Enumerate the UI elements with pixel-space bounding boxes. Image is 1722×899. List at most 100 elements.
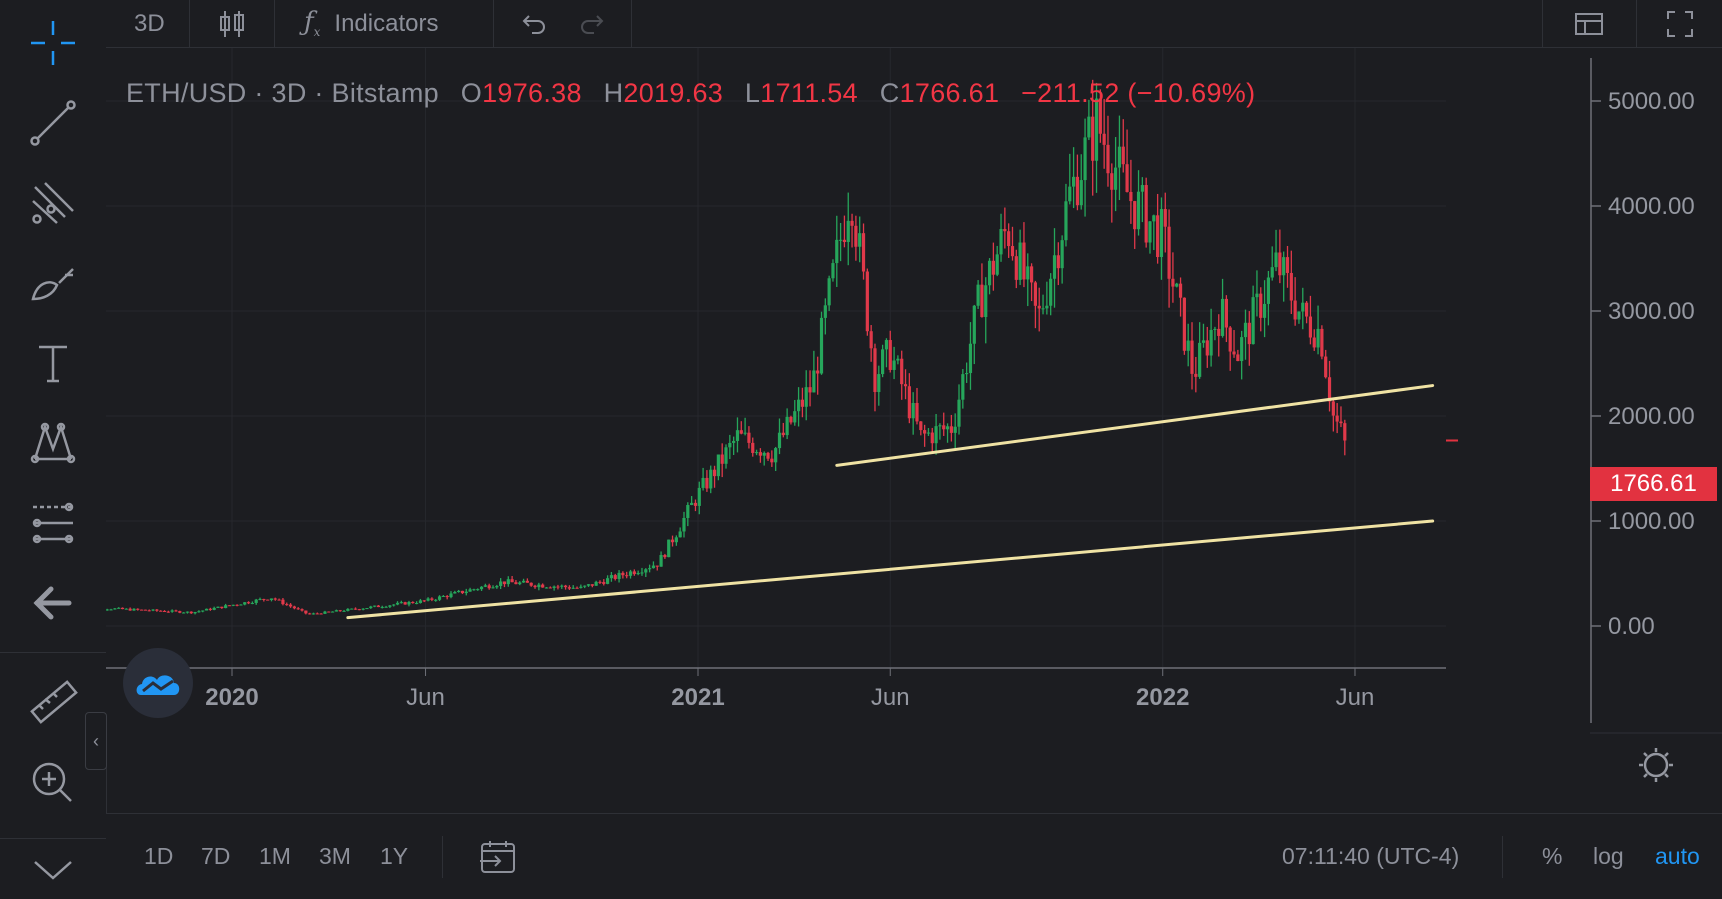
candle-body — [430, 598, 434, 600]
range-1m-button[interactable]: 1M — [259, 814, 291, 899]
candle-body — [147, 610, 151, 612]
auto-scale-button[interactable]: auto — [1655, 814, 1700, 899]
range-label: 1D — [144, 843, 174, 869]
percent-scale-button[interactable]: % — [1542, 814, 1562, 899]
candle-body — [1175, 283, 1179, 287]
more-tools-button[interactable] — [0, 838, 106, 898]
range-3m-button[interactable]: 3M — [319, 814, 351, 899]
settings-icon[interactable] — [1639, 748, 1673, 782]
calendar-goto-icon — [480, 840, 515, 873]
price-axis-label: 5000.00 — [1608, 88, 1695, 115]
candle-body — [201, 610, 205, 612]
ruler-tool[interactable] — [0, 668, 106, 738]
candle-body — [728, 442, 732, 448]
candle-body — [197, 611, 201, 613]
candle-body — [136, 608, 140, 610]
candle-body — [800, 399, 805, 407]
candle-body — [1243, 322, 1248, 338]
zoom-tool[interactable] — [0, 748, 106, 818]
range-1d-button[interactable]: 1D — [144, 814, 173, 899]
price-chart[interactable]: 2020 Jun 2021 Jun 2022 Jun — [106, 48, 1590, 732]
candle-body — [884, 340, 889, 350]
candle-body — [789, 416, 793, 423]
candle-body — [346, 608, 350, 611]
layout-icon — [1575, 12, 1603, 35]
candle-body — [1186, 340, 1190, 351]
candle-body — [1136, 191, 1141, 230]
crosshair-tool[interactable] — [0, 8, 106, 78]
candle-body — [250, 602, 254, 604]
candle-body — [571, 587, 575, 589]
chart-style-button[interactable] — [218, 0, 246, 47]
fullscreen-button[interactable] — [1666, 0, 1694, 47]
candle-body — [445, 595, 449, 598]
candle-body — [724, 447, 728, 464]
candle-body — [1114, 167, 1118, 190]
candle-body — [831, 263, 835, 279]
symbol-label: ETH/USD · 3D · Bitstamp — [126, 78, 439, 108]
price-axis[interactable]: 5000.00 4000.00 3000.00 2000.00 1000.00 0.00 — [1590, 48, 1722, 813]
candle-body — [980, 284, 984, 318]
candle-body — [1320, 328, 1324, 357]
log-scale-button[interactable]: log — [1593, 814, 1624, 899]
candle-body — [361, 608, 365, 610]
candle-body — [1075, 176, 1080, 206]
toolbar-divider — [631, 0, 632, 47]
candle-body — [842, 239, 847, 243]
candle-body — [1324, 356, 1328, 378]
candle-body — [1022, 242, 1026, 280]
candle-body — [514, 582, 518, 585]
candle-body — [567, 587, 572, 589]
candle-body — [1270, 267, 1274, 278]
trend-line-tool[interactable] — [0, 88, 106, 158]
candle-body — [441, 595, 445, 597]
candle-body — [277, 599, 281, 601]
ohlc-legend: ETH/USD · 3D · Bitstamp O1976.38 H2019.6… — [126, 78, 1255, 109]
text-tool[interactable] — [0, 328, 106, 398]
candle-body — [1106, 144, 1110, 174]
sidebar-divider — [0, 652, 106, 653]
chevron-left-icon: ‹ — [93, 730, 99, 751]
candle-body — [942, 425, 946, 430]
candle-body — [185, 611, 190, 613]
candle-body — [896, 358, 900, 361]
tradingview-logo[interactable] — [123, 648, 193, 718]
redo-button[interactable] — [578, 0, 608, 47]
indicators-button[interactable]: ƒx Indicators — [304, 0, 438, 47]
candle-body — [781, 432, 785, 436]
candle-body — [785, 416, 789, 436]
brush-tool[interactable] — [0, 248, 106, 318]
range-7d-button[interactable]: 7D — [201, 814, 230, 899]
candle-body — [1087, 116, 1091, 138]
trendlines[interactable] — [346, 384, 1458, 620]
candle-body — [930, 432, 934, 444]
candle-body — [334, 610, 339, 612]
candle-body — [1178, 283, 1183, 298]
candle-body — [1133, 201, 1137, 230]
candle-body — [613, 575, 617, 579]
go-to-date-button[interactable] — [478, 814, 518, 899]
interval-button[interactable]: 3D — [134, 0, 165, 47]
candle-body — [697, 487, 701, 506]
candle-body — [1274, 252, 1278, 268]
candle-body — [770, 458, 774, 463]
pitchfork-tool[interactable] — [0, 168, 106, 238]
candle-body — [483, 585, 487, 587]
candle-body — [701, 477, 705, 488]
candle-body — [1140, 185, 1144, 192]
close-value: 1766.61 — [899, 78, 1000, 108]
candle-body — [804, 387, 808, 407]
pattern-tool[interactable] — [0, 408, 106, 478]
forecast-tool[interactable] — [0, 488, 106, 558]
candle-body — [395, 602, 400, 605]
candle-body — [1232, 351, 1236, 355]
range-1y-button[interactable]: 1Y — [380, 814, 408, 899]
candle-body — [1007, 231, 1011, 247]
undo-button[interactable] — [518, 0, 548, 47]
layout-button[interactable] — [1574, 0, 1604, 47]
collapse-sidebar-button[interactable]: ‹ — [85, 712, 107, 770]
candle-body — [1217, 328, 1221, 336]
candle-body — [1163, 209, 1167, 227]
back-button[interactable] — [0, 568, 106, 638]
candle-body — [1262, 303, 1267, 318]
